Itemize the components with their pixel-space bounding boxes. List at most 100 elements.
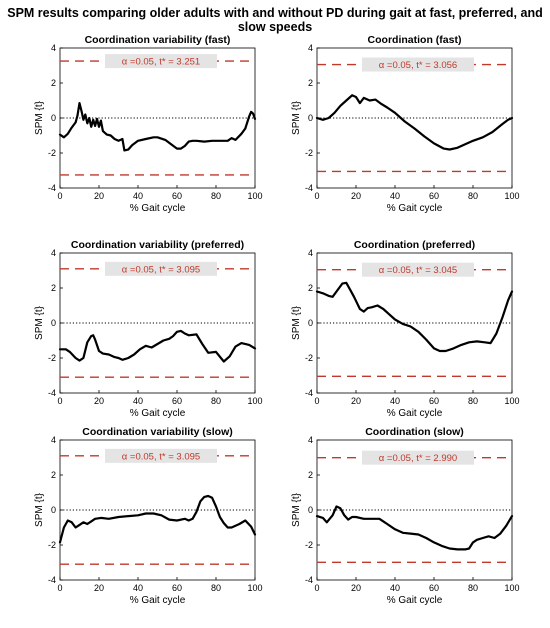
y-tick-label: 4 [51, 43, 56, 53]
threshold-annotation-box [362, 262, 474, 277]
y-tick-label: 2 [308, 470, 313, 480]
chart-title: Coordination variability (preferred) [71, 239, 244, 251]
y-tick-label: 2 [51, 78, 56, 88]
x-tick-label: 80 [211, 396, 221, 406]
y-axis-label: SPM {t} [291, 492, 302, 527]
spm-curve [58, 494, 257, 544]
threshold-annotation-box [362, 57, 474, 72]
threshold-annotation-box [105, 54, 217, 69]
x-tick-label: 0 [314, 396, 319, 406]
x-tick-label: 80 [211, 583, 221, 593]
x-axis-label: % Gait cycle [130, 408, 186, 419]
x-tick-label: 20 [94, 396, 104, 406]
threshold-annotation: α =0.05, t* = 3.045 [379, 265, 457, 276]
x-tick-label: 100 [504, 396, 519, 406]
chart-title: Coordination variability (slow) [82, 426, 233, 438]
y-axis-label: SPM {t} [34, 100, 45, 135]
chart-title: Coordination (slow) [365, 426, 464, 438]
x-tick-label: 0 [57, 191, 62, 201]
x-tick-label: 40 [390, 396, 400, 406]
threshold-annotation: α =0.05, t* = 3.251 [122, 57, 200, 68]
x-tick-label: 20 [351, 583, 361, 593]
chart-panel-coordination-slow: Coordination (slow) α =0.05, t* = 2.990 0 2… [291, 426, 520, 606]
x-tick-label: 40 [390, 191, 400, 201]
spm-curve [315, 505, 514, 551]
y-tick-label: 4 [51, 248, 56, 258]
threshold-annotation: α =0.05, t* = 3.095 [122, 451, 200, 462]
y-tick-label: 0 [308, 318, 313, 328]
y-tick-label: -4 [305, 575, 313, 585]
x-tick-label: 80 [468, 396, 478, 406]
chart-title: Coordination (preferred) [354, 239, 475, 251]
y-tick-label: 2 [308, 78, 313, 88]
x-tick-label: 100 [504, 191, 519, 201]
spm-curve [315, 94, 514, 151]
x-axis-label: % Gait cycle [387, 203, 443, 214]
y-axis-label: SPM {t} [291, 100, 302, 135]
threshold-annotation: α =0.05, t* = 2.990 [379, 453, 457, 464]
y-tick-label: 4 [308, 248, 313, 258]
x-tick-label: 100 [504, 583, 519, 593]
x-tick-label: 100 [247, 396, 262, 406]
x-axis-label: % Gait cycle [130, 595, 186, 606]
x-tick-label: 20 [351, 396, 361, 406]
spm-curve [315, 281, 514, 353]
x-tick-label: 60 [172, 583, 182, 593]
y-axis-label: SPM {t} [291, 305, 302, 340]
x-tick-label: 80 [468, 191, 478, 201]
y-tick-label: -2 [48, 148, 56, 158]
y-axis-label: SPM {t} [34, 492, 45, 527]
x-tick-label: 20 [351, 191, 361, 201]
y-tick-label: -2 [48, 540, 56, 550]
y-tick-label: -4 [48, 388, 56, 398]
y-tick-label: 0 [51, 505, 56, 515]
spm-curve [58, 101, 257, 152]
y-tick-label: 2 [308, 283, 313, 293]
x-tick-label: 0 [57, 583, 62, 593]
y-tick-label: 2 [51, 470, 56, 480]
chart-panel-coordination-preferred: Coordination (preferred) α =0.05, t* = 3.… [291, 239, 520, 419]
chart-panel-coordination-variability-fast: Coordination variability (fast) α =0.05, … [34, 34, 263, 214]
x-tick-label: 100 [247, 583, 262, 593]
x-tick-label: 40 [133, 191, 143, 201]
y-tick-label: 0 [308, 113, 313, 123]
y-tick-label: -2 [305, 148, 313, 158]
x-tick-label: 60 [172, 191, 182, 201]
threshold-annotation-box [105, 448, 217, 463]
y-tick-label: -2 [305, 353, 313, 363]
chart-panel-coordination-variability-slow: Coordination variability (slow) α =0.05, … [34, 426, 263, 606]
x-axis-label: % Gait cycle [130, 203, 186, 214]
x-tick-label: 40 [133, 396, 143, 406]
x-tick-label: 40 [133, 583, 143, 593]
y-tick-label: -4 [305, 388, 313, 398]
y-tick-label: 4 [308, 43, 313, 53]
y-tick-label: 2 [51, 283, 56, 293]
x-axis-label: % Gait cycle [387, 595, 443, 606]
threshold-annotation: α =0.05, t* = 3.056 [379, 60, 457, 71]
threshold-annotation: α =0.05, t* = 3.095 [122, 264, 200, 275]
y-tick-label: -2 [305, 540, 313, 550]
x-axis-label: % Gait cycle [387, 408, 443, 419]
x-tick-label: 60 [429, 396, 439, 406]
y-tick-label: 4 [51, 435, 56, 445]
threshold-annotation-box [362, 450, 474, 465]
x-tick-label: 0 [314, 191, 319, 201]
y-tick-label: -4 [48, 183, 56, 193]
x-tick-label: 60 [172, 396, 182, 406]
y-tick-label: 0 [51, 318, 56, 328]
x-tick-label: 0 [57, 396, 62, 406]
x-tick-label: 100 [247, 191, 262, 201]
y-tick-label: -4 [305, 183, 313, 193]
chart-title: Coordination variability (fast) [85, 34, 231, 46]
x-tick-label: 40 [390, 583, 400, 593]
x-tick-label: 60 [429, 191, 439, 201]
chart-title: Coordination (fast) [368, 34, 462, 46]
threshold-annotation-box [105, 261, 217, 276]
x-tick-label: 80 [468, 583, 478, 593]
y-tick-label: -4 [48, 575, 56, 585]
x-tick-label: 80 [211, 191, 221, 201]
y-tick-label: 0 [308, 505, 313, 515]
x-tick-label: 20 [94, 191, 104, 201]
x-tick-label: 20 [94, 583, 104, 593]
x-tick-label: 60 [429, 583, 439, 593]
